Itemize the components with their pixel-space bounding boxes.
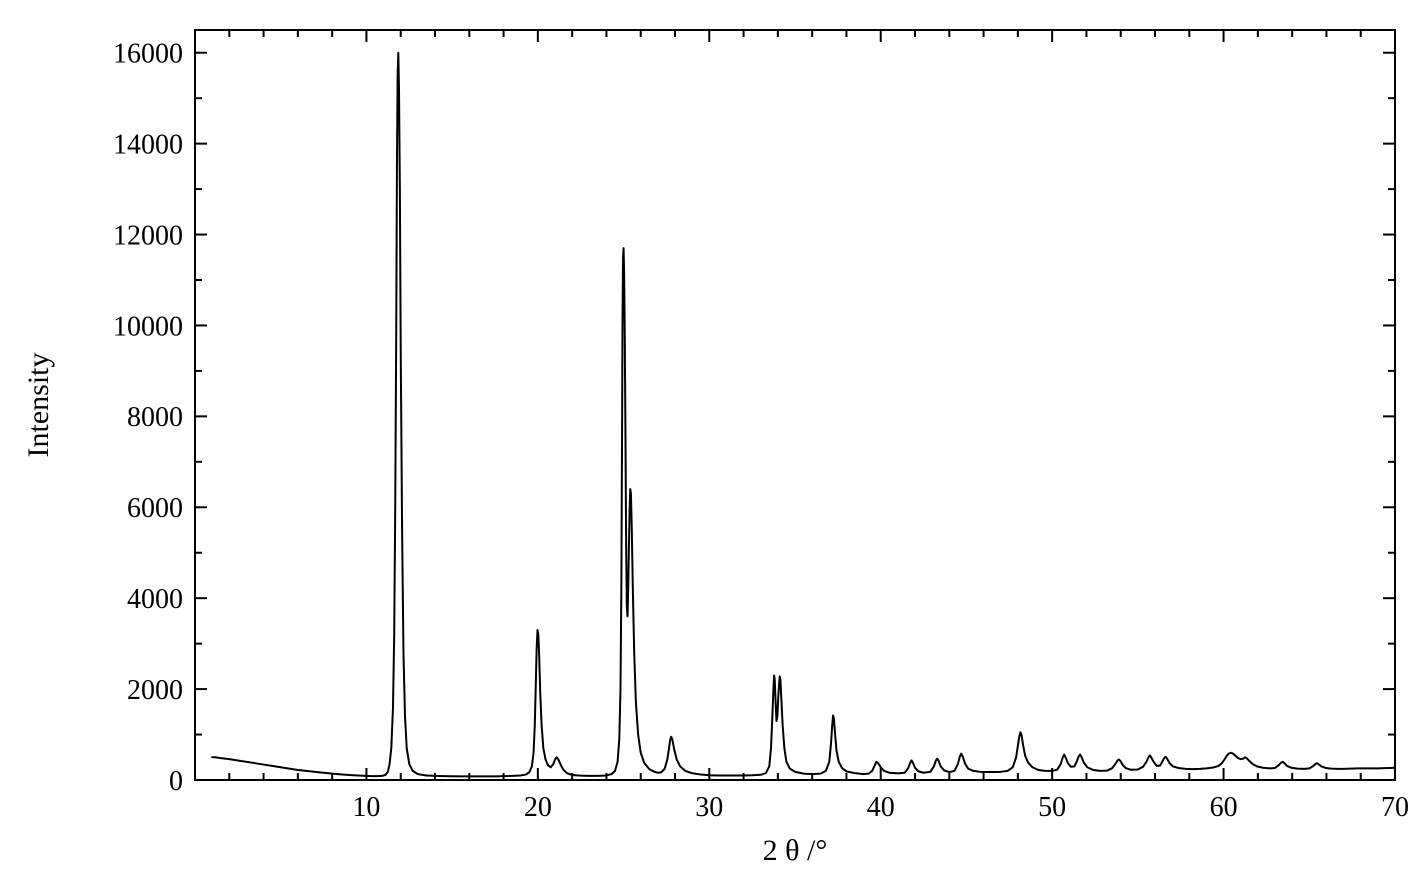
- y-tick-label: 16000: [113, 39, 183, 70]
- y-tick-label: 0: [169, 766, 183, 797]
- y-tick-label: 4000: [127, 584, 183, 615]
- y-axis-label: Intensity: [22, 353, 55, 458]
- y-tick-label: 10000: [113, 311, 183, 342]
- x-tick-label: 70: [1381, 792, 1409, 823]
- x-tick-label: 30: [695, 792, 723, 823]
- x-tick-label: 50: [1038, 792, 1066, 823]
- x-tick-label: 10: [352, 792, 380, 823]
- chart-svg: 10 20 30 40 50 60 70 0 2000 4000 6000 8000 10000 1200…: [0, 0, 1420, 882]
- chart-bg: [0, 0, 1420, 882]
- x-tick-label: 60: [1210, 792, 1238, 823]
- y-tick-label: 12000: [113, 220, 183, 251]
- y-tick-label: 14000: [113, 129, 183, 160]
- y-tick-label: 2000: [127, 675, 183, 706]
- x-tick-label: 40: [867, 792, 895, 823]
- x-axis-label: 2 θ /°: [763, 834, 828, 867]
- y-tick-label: 6000: [127, 493, 183, 524]
- y-tick-label: 8000: [127, 402, 183, 433]
- xrd-chart: 10 20 30 40 50 60 70 0 2000 4000 6000 8000 10000 1200…: [0, 0, 1420, 882]
- x-tick-label: 20: [524, 792, 552, 823]
